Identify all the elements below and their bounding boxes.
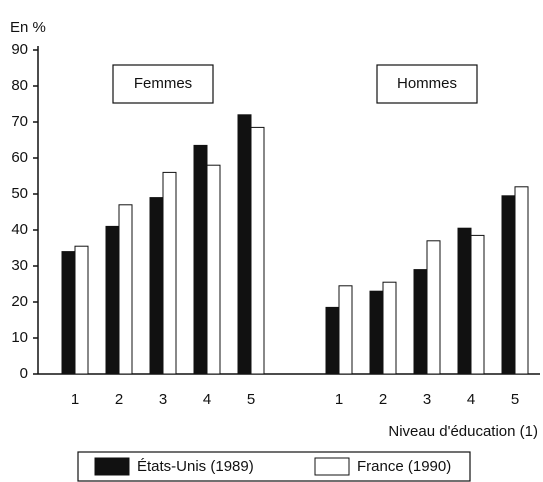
bar — [382, 281, 397, 375]
y-tick-label: 10 — [11, 329, 28, 346]
x-tick-label: 3 — [423, 391, 431, 408]
bar — [514, 186, 529, 375]
panel-title-box — [112, 64, 214, 104]
panel-title-box — [376, 64, 478, 104]
panel-title: Hommes — [397, 75, 457, 92]
bar — [237, 114, 252, 375]
y-axis-label: En % — [10, 19, 46, 36]
legend-swatch — [314, 457, 350, 476]
y-tick-label: 60 — [11, 149, 28, 166]
x-tick-label: 5 — [247, 391, 255, 408]
bar — [162, 171, 177, 375]
bar — [61, 251, 76, 375]
y-tick-label: 30 — [11, 257, 28, 274]
y-tick-label: 50 — [11, 185, 28, 202]
bar — [74, 245, 89, 375]
bar — [470, 234, 485, 375]
x-tick-label: 4 — [467, 391, 475, 408]
legend-label: France (1990) — [357, 458, 451, 475]
legend-label: États-Unis (1989) — [137, 458, 254, 475]
bar — [105, 225, 120, 375]
bar — [413, 269, 428, 375]
bar — [369, 290, 384, 375]
bar — [325, 306, 340, 375]
bar — [426, 240, 441, 375]
x-tick-label: 2 — [115, 391, 123, 408]
bar — [338, 285, 353, 375]
x-tick-label: 2 — [379, 391, 387, 408]
bar — [118, 204, 133, 375]
x-axis-label: Niveau d'éducation (1) — [388, 423, 538, 440]
panel-title: Femmes — [134, 75, 192, 92]
y-tick-label: 40 — [11, 221, 28, 238]
y-tick-label: 90 — [11, 41, 28, 58]
y-tick-label: 70 — [11, 113, 28, 130]
x-tick-label: 1 — [71, 391, 79, 408]
bar — [193, 144, 208, 375]
legend-swatch — [94, 457, 130, 476]
bar — [457, 227, 472, 375]
y-tick-label: 80 — [11, 77, 28, 94]
bar — [206, 164, 221, 375]
y-tick-label: 0 — [20, 365, 28, 382]
x-tick-label: 1 — [335, 391, 343, 408]
x-tick-label: 3 — [159, 391, 167, 408]
bar — [149, 197, 164, 375]
x-tick-label: 4 — [203, 391, 211, 408]
x-tick-label: 5 — [511, 391, 519, 408]
bar — [501, 195, 516, 375]
y-tick-label: 20 — [11, 293, 28, 310]
legend-box — [77, 451, 471, 482]
bar — [250, 126, 265, 375]
